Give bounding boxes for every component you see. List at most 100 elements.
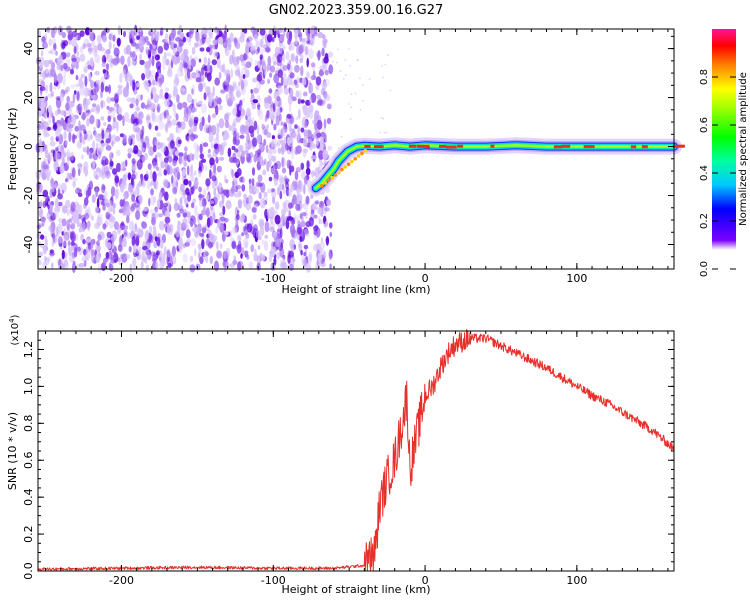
noise-dot (135, 98, 139, 107)
noise-dot (110, 256, 115, 261)
noise-dot (208, 200, 215, 205)
noise-dot (132, 179, 135, 189)
noise-dot (131, 59, 135, 66)
noise-dot (152, 171, 157, 182)
noise-dot (256, 95, 261, 106)
noise-dot (224, 120, 230, 129)
noise-dot (145, 229, 149, 240)
noise-dot (141, 250, 145, 261)
noise-dot (187, 68, 191, 80)
noise-dot (122, 174, 127, 185)
noise-dot (96, 197, 100, 209)
noise-dot (148, 74, 155, 81)
snr-panel: -200 -100 0 100 0.0 0.2 0.4 0.6 0.8 1.0 1.2 Height… (6, 314, 675, 596)
noise-dot (274, 201, 280, 210)
noise-dot (72, 133, 76, 144)
noise-dot (54, 198, 59, 209)
noise-dot (50, 175, 53, 185)
noise-dot (244, 250, 249, 255)
noise-dot (87, 242, 94, 250)
noise-dot (127, 152, 132, 159)
noise-dot (153, 145, 157, 153)
noise-dot (290, 146, 294, 154)
noise-dot (137, 227, 142, 236)
noise-dot (164, 191, 169, 201)
noise-dot (186, 105, 192, 115)
noise-dot (105, 170, 111, 179)
noise-dot (48, 225, 54, 232)
noise-dot (290, 53, 295, 62)
noise-dot (70, 201, 76, 212)
noise-dot (295, 90, 300, 98)
noise-dot (111, 152, 114, 158)
noise-dot (73, 46, 77, 55)
noise-dot (117, 113, 123, 121)
noise-dot (303, 176, 308, 185)
noise-dot (240, 80, 245, 90)
noise-dot (311, 170, 314, 178)
noise-dot (303, 91, 308, 97)
noise-dot (317, 31, 324, 39)
noise-dot (198, 247, 202, 255)
noise-dot (44, 257, 50, 266)
noise-dot (98, 147, 104, 152)
noise-dot (235, 42, 241, 49)
noise-dot (94, 70, 100, 76)
noise-dot (138, 194, 143, 205)
y-tick-label: -40 (22, 236, 35, 254)
noise-dot (206, 127, 210, 134)
noise-dot (202, 82, 206, 89)
noise-dot (207, 153, 211, 158)
noise-dot (198, 58, 202, 63)
noise-dot (36, 240, 41, 247)
noise-dot (74, 90, 77, 95)
noise-dot (37, 182, 43, 193)
noise-dot (156, 132, 161, 137)
noise-dot (182, 253, 188, 263)
noise-dot (134, 199, 141, 208)
noise-dot (283, 87, 289, 95)
noise-dot (108, 107, 115, 112)
noise-dot (164, 180, 170, 188)
noise-dot (79, 53, 86, 62)
noise-dot (70, 68, 74, 75)
noise-dot (259, 48, 266, 55)
noise-dot (39, 86, 46, 92)
noise-dot (312, 202, 317, 210)
noise-dot (58, 67, 64, 73)
noise-dot (243, 193, 248, 199)
noise-dot (136, 82, 140, 88)
noise-dot (281, 157, 286, 168)
noise-dot (313, 225, 319, 232)
track-peak (336, 170, 341, 175)
noise-dot (201, 225, 207, 234)
noise-dot (282, 45, 286, 50)
noise-dot (300, 203, 304, 208)
noise-dot (105, 251, 110, 259)
noise-dot (74, 125, 80, 132)
noise-dot (49, 109, 53, 119)
noise-dot (192, 198, 196, 204)
noise-dot (59, 92, 64, 103)
noise-dot (252, 203, 259, 208)
noise-dot (219, 166, 223, 171)
noise-dot (267, 78, 271, 85)
noise-dot (306, 160, 310, 170)
noise-dot (55, 50, 58, 56)
noise-dot (298, 243, 303, 252)
noise-dot (288, 103, 292, 113)
noise-dot (221, 63, 226, 73)
noise-dot (167, 156, 173, 163)
noise-dot (305, 262, 312, 273)
noise-dot (317, 252, 322, 263)
noise-dot (42, 244, 47, 255)
noise-dot (110, 186, 116, 197)
noise-dot (294, 30, 299, 40)
noise-dot (82, 43, 86, 50)
noise-dot (362, 99, 364, 102)
noise-dot (276, 142, 280, 147)
noise-dot (303, 129, 307, 137)
noise-dot (294, 170, 299, 181)
noise-dot (279, 227, 283, 239)
